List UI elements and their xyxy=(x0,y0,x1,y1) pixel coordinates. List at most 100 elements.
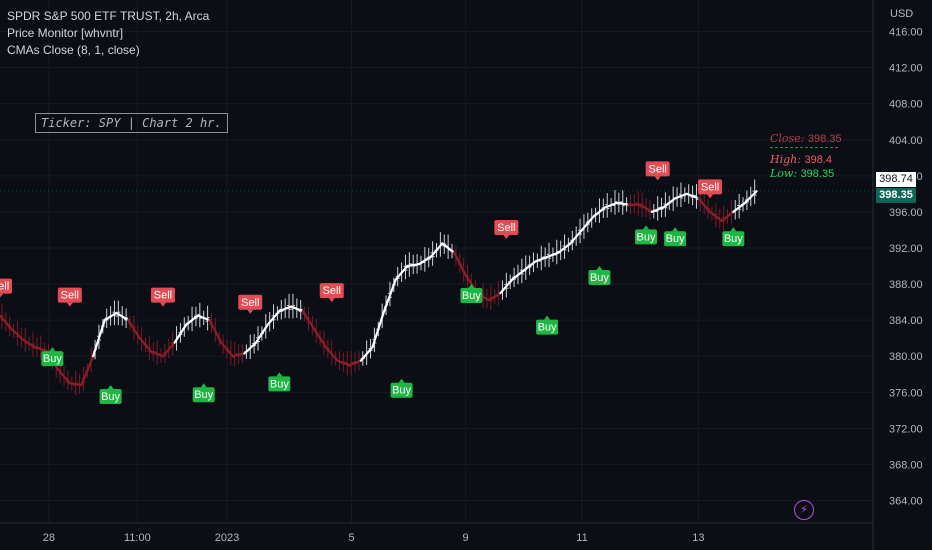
buy-label: Buy xyxy=(590,272,609,284)
y-tick-label: 404.00 xyxy=(889,135,923,147)
signal-pointer xyxy=(654,176,661,181)
y-tick-label: 412.00 xyxy=(889,63,923,75)
cma-segment xyxy=(68,382,83,387)
cma-segment xyxy=(348,359,362,367)
buy-label: Buy xyxy=(392,385,411,397)
cma-segment xyxy=(743,190,758,204)
buy-label-box xyxy=(390,382,413,398)
buy-signal: Buy xyxy=(635,225,658,245)
sell-signal: Sell xyxy=(150,287,175,307)
cma-segment xyxy=(685,192,700,200)
cma-segment xyxy=(301,309,316,331)
cma-segment xyxy=(580,215,595,232)
sell-label: Sell xyxy=(61,290,79,302)
buy-signal: Buy xyxy=(390,378,413,398)
sell-label-box xyxy=(319,283,344,299)
cma-segment xyxy=(266,309,281,326)
cma-segment xyxy=(254,323,269,344)
cma-segment xyxy=(138,337,153,353)
low-info: Low: 398.35 xyxy=(770,167,834,180)
signal-pointer xyxy=(672,227,679,232)
signal-pointer xyxy=(247,309,254,314)
signal-pointer xyxy=(276,372,283,377)
signal-pointer xyxy=(596,266,603,271)
buy-label: Buy xyxy=(462,290,481,302)
x-tick-label: 11 xyxy=(576,532,587,544)
signals: Sell Sell Buy Buy Sell Buy Sell Buy Sell Buy Sell B… xyxy=(0,161,745,405)
signal-pointer xyxy=(468,284,475,289)
signal-pointer xyxy=(49,347,56,352)
cma-segment xyxy=(534,255,549,263)
cma-segment xyxy=(511,269,525,281)
cma-segment xyxy=(243,341,258,355)
y-tick-label: 372.00 xyxy=(889,423,923,435)
close-value: 398.35 xyxy=(807,133,842,145)
buy-signal: Buy xyxy=(99,385,122,405)
cma-segment xyxy=(383,278,397,313)
high-value: 398.4 xyxy=(804,154,832,166)
signal-pointer xyxy=(200,383,207,388)
y-tick-label: 408.00 xyxy=(889,99,923,111)
buy-label-box xyxy=(664,231,687,247)
high-info: High: 398.4 xyxy=(770,153,832,166)
lightning-icon[interactable]: ⚡ xyxy=(794,500,814,520)
close-info: Close: 398.35 xyxy=(770,132,842,145)
current-price-tag: 398.35 xyxy=(876,188,916,203)
buy-label-box xyxy=(99,389,122,405)
buy-label-box xyxy=(722,231,745,247)
sell-label: Sell xyxy=(154,290,172,302)
sell-label: Sell xyxy=(648,163,666,175)
x-tick-label: 13 xyxy=(692,532,704,544)
high-label: High: xyxy=(770,153,801,166)
cma-segment xyxy=(278,305,293,313)
cma-segment xyxy=(732,201,747,214)
buy-label: Buy xyxy=(270,378,289,390)
sell-label-box xyxy=(698,179,723,195)
close-label: Close: xyxy=(770,132,805,145)
sell-label-box xyxy=(57,287,82,303)
signal-pointer xyxy=(328,298,335,303)
buy-label: Buy xyxy=(101,391,120,403)
cma-segment xyxy=(569,228,584,245)
time-axis[interactable]: 28 11:00 2023 5 9 11 13 xyxy=(43,532,705,544)
cma-segment xyxy=(126,319,141,340)
y-tick-label: 376.00 xyxy=(889,387,923,399)
buy-signal: Buy xyxy=(460,284,483,304)
sell-label-box xyxy=(0,278,12,294)
sell-signal: Sell xyxy=(57,287,82,307)
x-tick-label: 9 xyxy=(463,532,469,544)
sell-label: Sell xyxy=(241,297,259,309)
indicator-cmas[interactable]: CMAs Close (8, 1, close) xyxy=(7,43,140,57)
currency-label[interactable]: USD xyxy=(890,8,914,20)
sell-signal: Sell xyxy=(319,283,344,303)
sell-label-box xyxy=(150,287,175,303)
cma-line xyxy=(0,190,758,387)
sell-label-box xyxy=(494,219,519,235)
signal-pointer xyxy=(707,194,714,199)
last-price-tag: 398.74 xyxy=(876,172,916,187)
indicator-price-monitor[interactable]: Price Monitor [whvntr] xyxy=(7,26,124,40)
cma-segment xyxy=(487,291,502,302)
buy-signal: Buy xyxy=(192,383,215,403)
cma-segment xyxy=(394,264,409,281)
sell-signal: Sell xyxy=(698,179,723,199)
buy-label: Buy xyxy=(637,231,656,243)
cma-segment xyxy=(336,359,351,367)
cma-segment xyxy=(22,338,37,349)
low-label: Low: xyxy=(770,167,798,180)
y-tick-label: 392.00 xyxy=(889,243,923,255)
x-tick-label: 2023 xyxy=(215,532,239,544)
cma-segment xyxy=(441,242,456,254)
sell-label: Sell xyxy=(497,222,515,234)
buy-signal: Buy xyxy=(536,315,559,335)
sell-signal: Sell xyxy=(0,278,12,298)
y-tick-label: 368.00 xyxy=(889,459,923,471)
cma-segment xyxy=(371,309,386,349)
symbol-title[interactable]: SPDR S&P 500 ETF TRUST, 2h, Arca xyxy=(7,9,210,23)
signal-pointer xyxy=(0,293,3,298)
signal-pointer xyxy=(107,385,114,390)
cma-segment xyxy=(115,311,130,322)
cma-segment xyxy=(289,305,304,313)
cma-segment xyxy=(417,255,432,266)
